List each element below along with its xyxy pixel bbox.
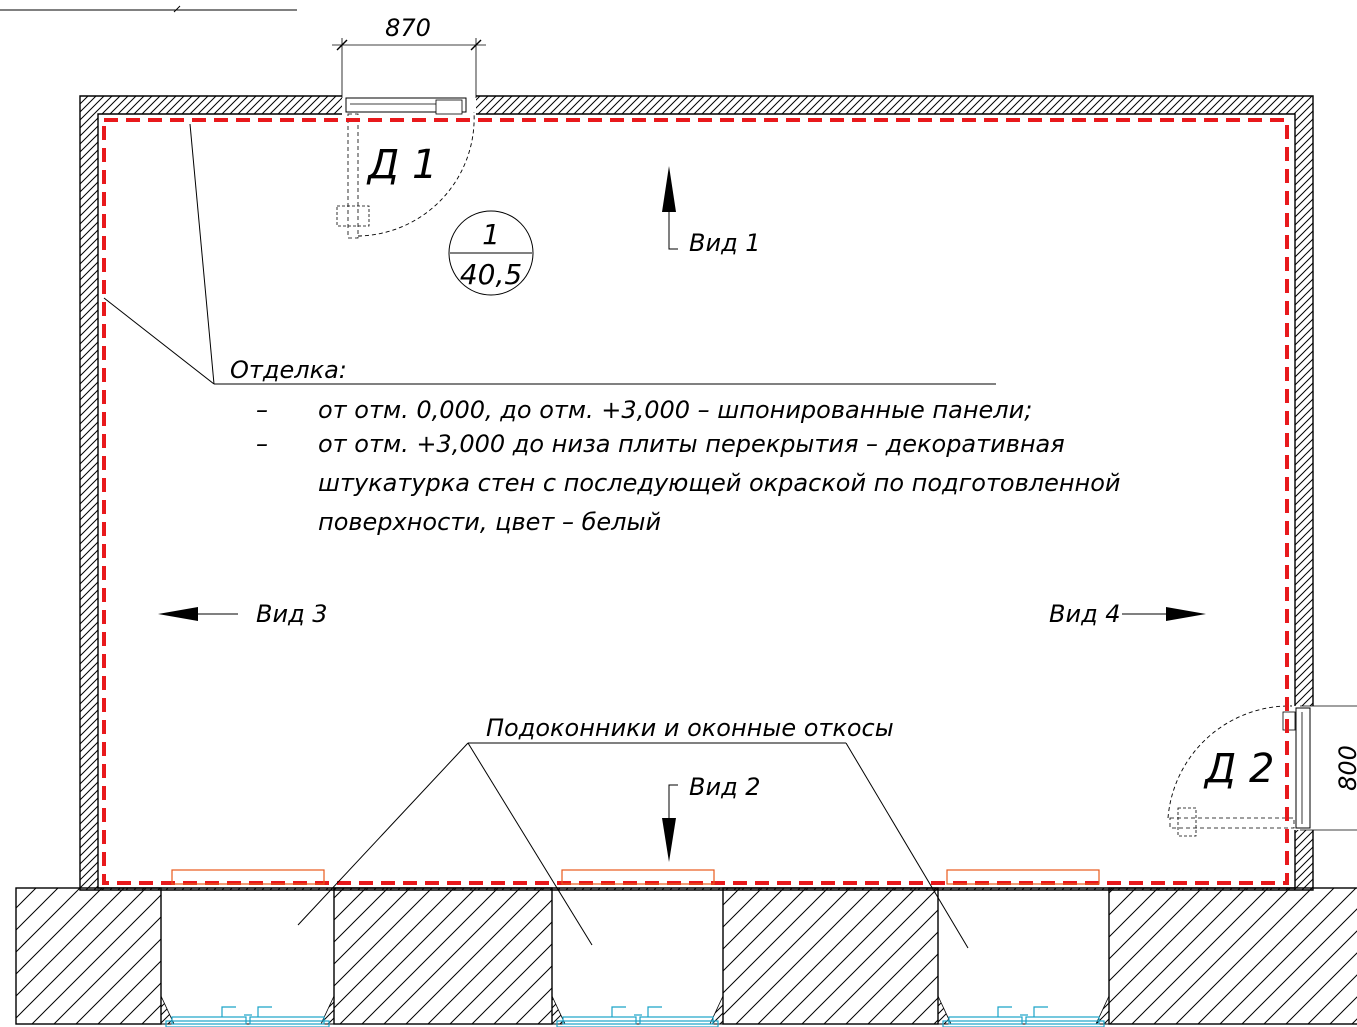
wall-pier-2 (333, 887, 553, 1025)
finish-note-line-2: от отм. +3,000 до низа плиты перекрытия … (318, 430, 1065, 458)
sill-label: Подоконники и оконные откосы (486, 714, 894, 742)
title-underline (0, 5, 297, 13)
view3-arrow (158, 607, 238, 621)
finish-note-line-3: штукатурка стен с последующей окраской п… (318, 469, 1121, 497)
exterior-wall-piers (15, 887, 1357, 1025)
view4-arrow (1122, 607, 1206, 621)
wall-pier-1 (15, 887, 162, 1025)
room-number: 1 (482, 218, 500, 251)
view2-arrow (662, 784, 678, 862)
window-sills (171, 869, 1100, 885)
finish-note-line-4: поверхности, цвет – белый (318, 508, 661, 536)
window-sill-2 (561, 869, 715, 885)
wall-pier-4 (1108, 887, 1357, 1025)
view4-label: Вид 4 (1049, 600, 1121, 628)
door-d2-dimension: 800 (1334, 745, 1357, 791)
room-marker (448, 210, 534, 296)
finish-note-title: Отделка: (230, 356, 347, 384)
view1-arrow (662, 166, 678, 250)
door-d1 (336, 95, 476, 239)
window-openings (160, 887, 1110, 1027)
room-area: 40,5 (460, 258, 522, 291)
finish-note-leader (103, 123, 996, 385)
door-d1-dimension: 870 (385, 14, 431, 42)
door-d2-tag: Д 2 (1203, 746, 1274, 792)
sill-label-leader (297, 742, 969, 949)
finish-note-bullet-1: – (256, 396, 268, 424)
door-d2-dimension-line (1300, 705, 1357, 831)
view3-label: Вид 3 (256, 600, 328, 628)
door-d2 (1167, 705, 1314, 837)
finish-outline (102, 118, 1289, 885)
finish-note-items: – от отм. 0,000, до отм. +3,000 – шпонир… (256, 396, 1121, 536)
door-d1-tag: Д 1 (366, 142, 437, 188)
window-opening-1 (160, 887, 335, 1027)
view2-label: Вид 2 (689, 773, 761, 801)
wall-pier-3 (722, 887, 939, 1025)
window-sill-3 (946, 869, 1100, 885)
window-opening-2 (551, 887, 724, 1027)
window-opening-3 (937, 887, 1110, 1027)
window-sill-1 (171, 869, 325, 885)
finish-note-bullet-2: – (256, 430, 268, 458)
finish-note-line-1: от отм. 0,000, до отм. +3,000 – шпониров… (318, 396, 1032, 424)
door-d1-dimension-line (332, 38, 486, 98)
view1-label: Вид 1 (689, 229, 761, 257)
